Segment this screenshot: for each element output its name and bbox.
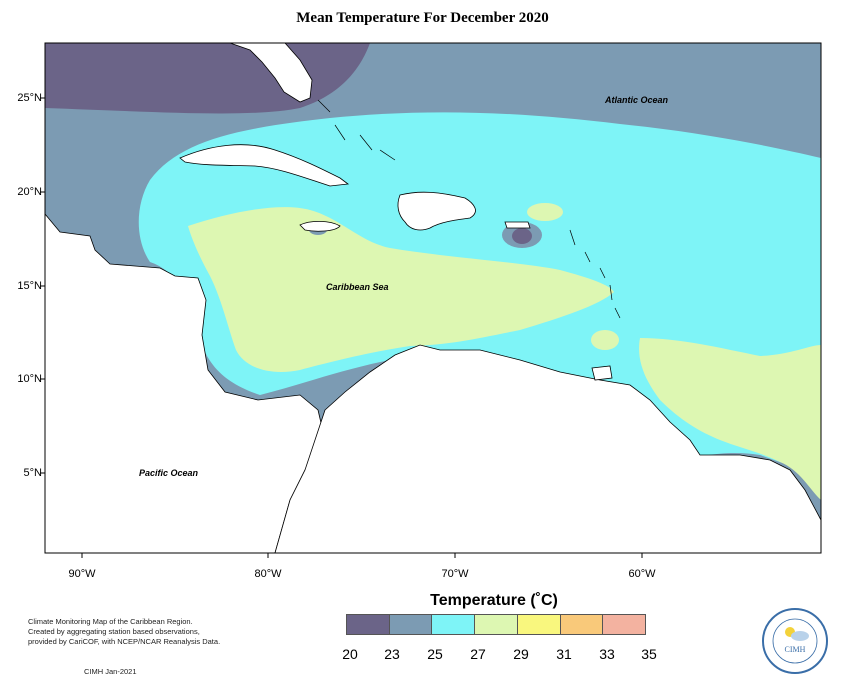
credits-line-3: provided by CariCOF, with NCEP/NCAR Rean… — [28, 637, 221, 646]
legend-swatch-29-31 — [517, 615, 561, 634]
lat-label-15n: 15°N — [17, 280, 42, 292]
temp-patch-27-29-a — [527, 203, 563, 221]
legend-swatch-23-25 — [389, 615, 433, 634]
legend-tick: 27 — [470, 646, 486, 662]
temp-zone-27-29 — [188, 207, 614, 372]
temp-patch-20-23-pr-core — [512, 228, 532, 244]
lat-label-20n: 20°N — [17, 186, 42, 198]
legend-tick: 35 — [641, 646, 657, 662]
sun-cloud-icon — [785, 627, 809, 641]
lon-label-80w: 80°W — [254, 568, 282, 580]
credits-date: CIMH Jan-2021 — [84, 667, 137, 676]
cimh-logo: CIMH — [762, 608, 828, 674]
lon-label-70w: 70°W — [441, 568, 469, 580]
legend-color-bar — [346, 614, 646, 635]
legend-tick: 33 — [599, 646, 615, 662]
legend-swatch-27-29 — [475, 615, 518, 634]
lon-label-90w: 90°W — [68, 568, 96, 580]
legend-tick: 25 — [427, 646, 443, 662]
lat-label-25n: 25°N — [17, 92, 42, 104]
credits-line-1: Climate Monitoring Map of the Caribbean … — [28, 617, 193, 626]
pacific-ocean-label: Pacific Ocean — [139, 468, 199, 478]
small-islands — [317, 99, 621, 319]
legend-swatch-20-23 — [347, 615, 390, 634]
lat-label-10n: 10°N — [17, 373, 42, 385]
credits-line-2: Created by aggregating station based obs… — [28, 627, 200, 636]
temp-patch-27-29-b — [591, 330, 619, 350]
legend-tick: 29 — [513, 646, 529, 662]
legend-swatch-33-35 — [603, 615, 646, 634]
temp-zone-27-29-east — [639, 338, 821, 500]
legend-swatch-25-27 — [432, 615, 476, 634]
legend-tick: 20 — [342, 646, 358, 662]
logo-text: CIMH — [785, 645, 806, 654]
land-masses — [45, 43, 821, 553]
map-title: Mean Temperature For December 2020 — [296, 10, 549, 26]
atlantic-ocean-label: Atlantic Ocean — [605, 95, 669, 105]
legend-tick: 31 — [556, 646, 572, 662]
legend-title: Temperature (˚C) — [430, 592, 558, 609]
legend-tick: 23 — [384, 646, 400, 662]
lon-label-60w: 60°W — [628, 568, 656, 580]
credits-text: Climate Monitoring Map of the Caribbean … — [28, 617, 220, 647]
caribbean-sea-label: Caribbean Sea — [326, 282, 389, 292]
lat-label-5n: 5°N — [23, 467, 42, 479]
legend-swatch-31-33 — [560, 615, 604, 634]
